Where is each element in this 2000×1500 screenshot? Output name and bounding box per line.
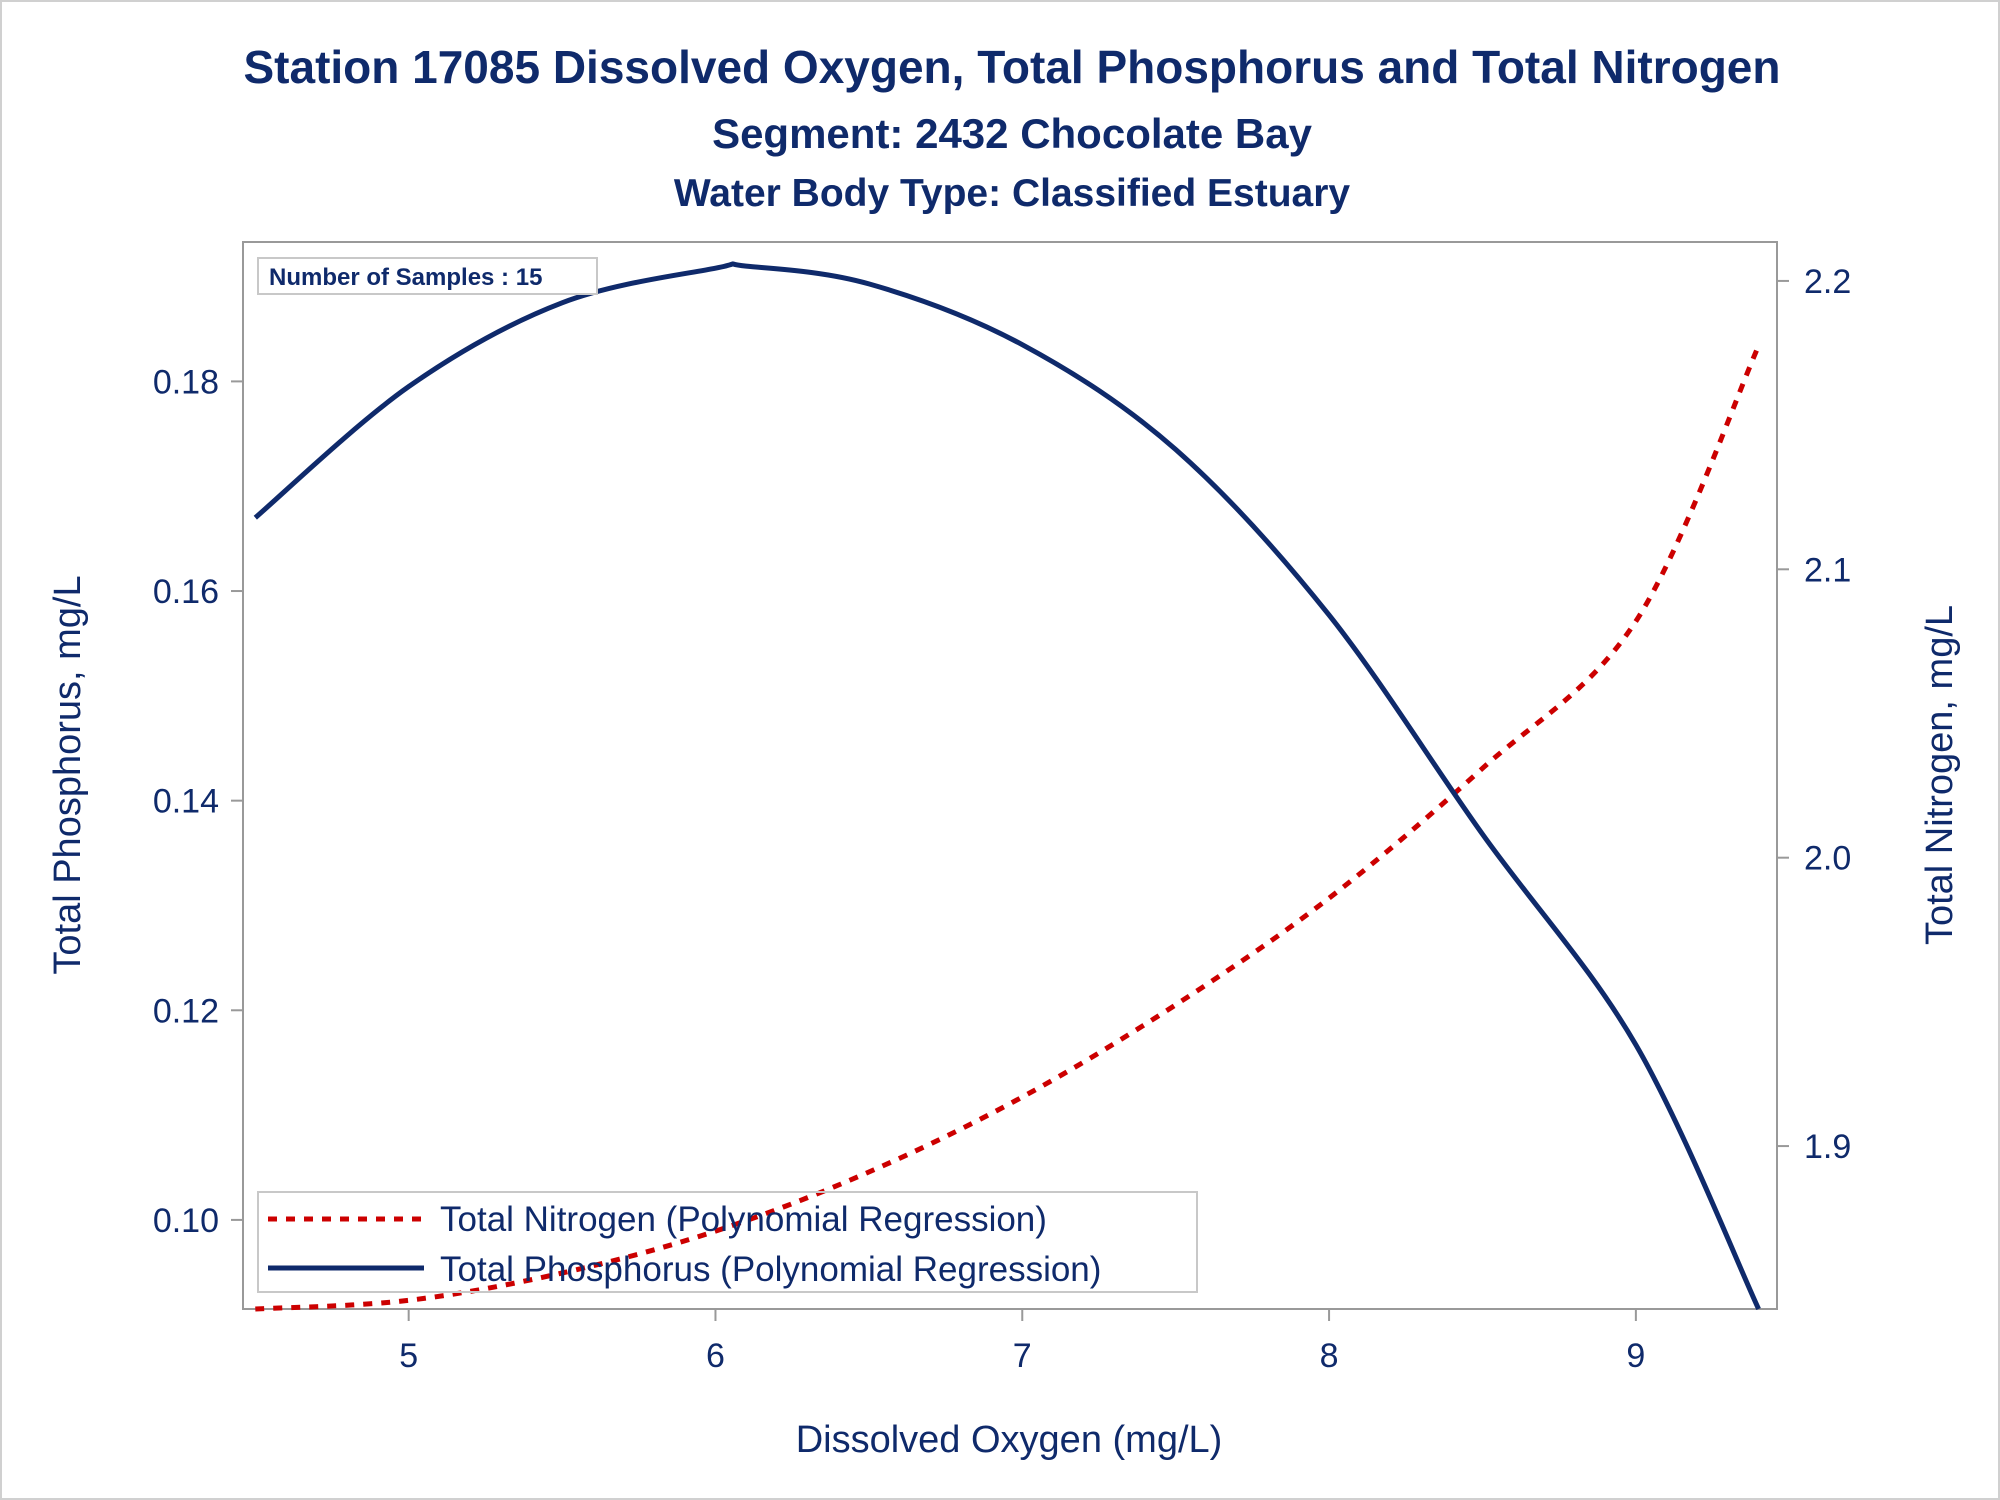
y2-axis-label: Total Nitrogen, mg/L	[1919, 605, 1961, 945]
y-tick-label: 0.14	[153, 783, 219, 821]
legend-label-nitrogen: Total Nitrogen (Polynomial Regression)	[440, 1200, 1047, 1239]
y-axis-ticks: 0.10 0.12 0.14 0.16 0.18	[153, 363, 243, 1240]
plot-area	[242, 241, 1778, 1310]
y2-tick-label: 2.1	[1804, 551, 1851, 589]
legend-box	[257, 1191, 1198, 1293]
x-tick-label: 9	[1626, 1337, 1645, 1375]
x-tick-label: 6	[706, 1337, 725, 1375]
y2-tick-label: 1.9	[1804, 1128, 1851, 1166]
x-tick-label: 7	[1013, 1337, 1032, 1375]
x-axis-label: Dissolved Oxygen (mg/L)	[796, 1419, 1223, 1461]
chart-subtitle: Segment: 2432 Chocolate Bay	[712, 110, 1313, 157]
y-tick-label: 0.18	[153, 363, 219, 401]
x-tick-label: 5	[399, 1337, 418, 1375]
y-axis-label: Total Phosphorus, mg/L	[47, 575, 89, 974]
y-tick-label: 0.12	[153, 992, 219, 1030]
y-tick-label: 0.10	[153, 1202, 219, 1240]
y2-tick-label: 2.0	[1804, 840, 1851, 878]
series-total-phosphorus-line	[253, 261, 1761, 1311]
y2-tick-label: 2.2	[1804, 263, 1851, 301]
chart-title: Station 17085 Dissolved Oxygen, Total Ph…	[243, 41, 1780, 93]
samples-inset-box	[257, 257, 598, 295]
legend-label-phosphorus: Total Phosphorus (Polynomial Regression)	[440, 1250, 1101, 1289]
x-axis-ticks: 5 6 7 8 9	[399, 1309, 1645, 1375]
y2-axis-ticks: 1.9 2.0 2.1 2.2	[1777, 263, 1851, 1166]
chart-subtitle-2: Water Body Type: Classified Estuary	[674, 172, 1350, 215]
series-total-nitrogen-line	[255, 344, 1761, 1312]
y-tick-label: 0.16	[153, 573, 219, 611]
samples-inset-label: Number of Samples : 15	[269, 264, 542, 291]
x-tick-label: 8	[1320, 1337, 1339, 1375]
